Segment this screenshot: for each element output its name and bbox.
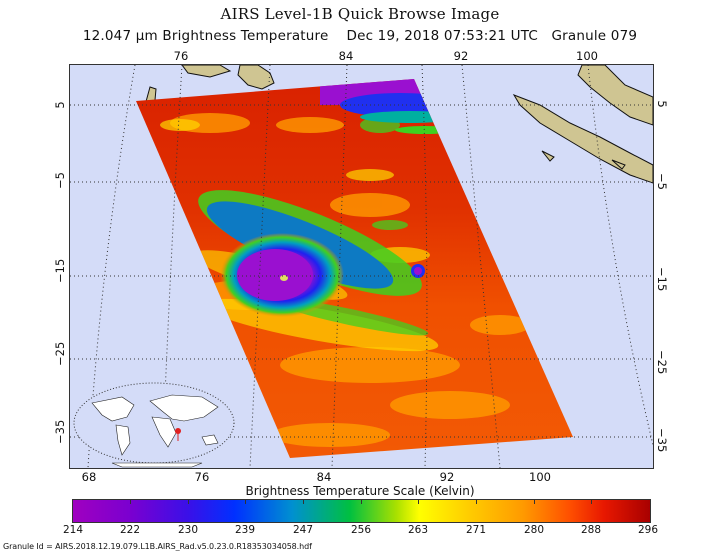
lon-tick: 92 (439, 470, 455, 484)
colorbar-tick: 256 (350, 524, 372, 536)
brightness-temperature-swath (136, 79, 573, 458)
world-inset-map (73, 382, 235, 468)
lon-tick: 100 (529, 470, 551, 484)
colorbar-tick: 239 (234, 524, 256, 536)
colorbar-tick-mark (591, 499, 592, 504)
longitude-axis-top: 76 84 92 100 (0, 49, 720, 63)
lon-tick: 76 (173, 49, 189, 63)
lon-tick: 84 (316, 470, 332, 484)
lat-tick: −15 (53, 258, 67, 283)
colorbar-tick: 280 (523, 524, 545, 536)
colorbar-tick-mark (418, 499, 419, 504)
land-masses (143, 65, 653, 184)
image-subtitle: 12.047 μm Brightness Temperature Dec 19,… (82, 28, 638, 44)
colorbar-tick: 271 (465, 524, 487, 536)
colorbar-tick-mark (130, 499, 131, 504)
map-canvas (70, 65, 653, 468)
lon-tick: 100 (576, 49, 598, 63)
image-title: AIRS Level-1B Quick Browse Image (220, 5, 500, 23)
lon-tick: 92 (453, 49, 469, 63)
lon-tick: 84 (338, 49, 354, 63)
colorbar-tick: 288 (580, 524, 602, 536)
latitude-axis-left: 5 −5 −15 −25 −35 (52, 64, 68, 467)
lat-tick: −5 (655, 173, 669, 190)
lat-tick: −25 (53, 341, 67, 366)
colorbar-tick-mark (476, 499, 477, 504)
lat-tick: −25 (655, 350, 669, 375)
colorbar-tick-mark (303, 499, 304, 504)
lat-tick: −35 (655, 428, 669, 453)
lat-tick: −15 (655, 267, 669, 292)
lon-tick: 76 (194, 470, 210, 484)
colorbar-tick: 222 (119, 524, 141, 536)
colorbar-tick-labels: 214 222 230 239 247 256 263 271 280 288 … (0, 524, 720, 536)
colorbar-tick: 263 (407, 524, 429, 536)
lat-tick: −5 (53, 172, 67, 189)
colorbar-tick-mark (534, 499, 535, 504)
lat-tick: −35 (53, 419, 67, 444)
lat-tick: 5 (53, 101, 67, 109)
colorbar-tick: 296 (637, 524, 659, 536)
granule-id: Granule Id = AIRS.2018.12.19.079.L1B.AIR… (3, 542, 312, 551)
colorbar-tick-mark (245, 499, 246, 504)
colorbar-tick-mark (361, 499, 362, 504)
map-frame[interactable] (69, 64, 654, 469)
colorbar-tick: 247 (292, 524, 314, 536)
longitude-axis-bottom: 68 76 84 92 100 (0, 470, 720, 484)
colorbar-tick: 230 (177, 524, 199, 536)
colorbar-title: Brightness Temperature Scale (Kelvin) (245, 484, 475, 498)
lon-tick: 68 (81, 470, 97, 484)
colorbar-tick: 214 (62, 524, 84, 536)
latitude-axis-right: 5 −5 −15 −25 −35 (654, 64, 670, 467)
lat-tick: 5 (655, 100, 669, 108)
colorbar-tick-mark (188, 499, 189, 504)
